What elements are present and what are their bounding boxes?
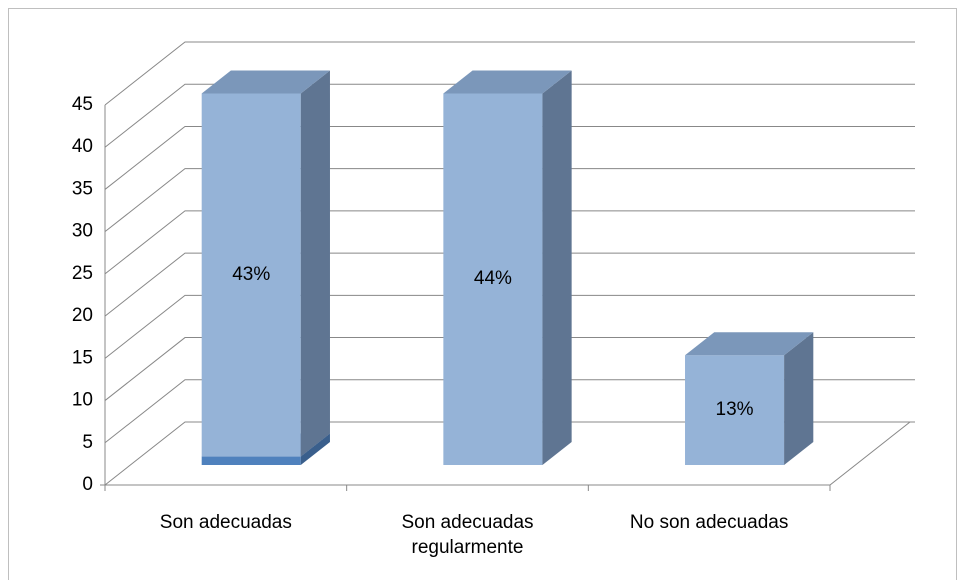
grid-line — [104, 210, 915, 275]
bar-front — [201, 93, 301, 457]
bar-side — [300, 433, 330, 465]
data-label: 44% — [474, 268, 512, 289]
bar — [201, 70, 330, 457]
x-tick-label: Son adecuadas — [159, 512, 292, 533]
data-label: 43% — [232, 264, 270, 285]
grid-line — [104, 294, 915, 359]
grid-line — [104, 252, 915, 317]
y-tick-label: 30 — [72, 221, 93, 242]
grid-line — [104, 421, 915, 486]
bar — [443, 70, 572, 465]
y-tick-label: 20 — [72, 305, 93, 326]
bar-top — [201, 70, 330, 94]
y-tick-label: 10 — [72, 390, 93, 411]
bar-front — [443, 93, 543, 465]
bar-front — [201, 456, 301, 465]
y-tick-label: 40 — [72, 136, 93, 157]
grid-line — [104, 337, 915, 401]
bar-side — [300, 70, 330, 457]
bar — [685, 332, 814, 465]
y-tick-label: 35 — [72, 178, 93, 199]
bar-top — [685, 332, 814, 356]
bar-top — [443, 70, 572, 94]
grid-line — [104, 83, 915, 148]
grid-line — [104, 125, 915, 190]
data-label: 13% — [716, 399, 754, 420]
grid-line — [104, 168, 915, 233]
x-tick-label: Son adecuadas regularmente — [401, 512, 534, 558]
y-tick-label: 45 — [72, 94, 93, 115]
chart-border — [8, 8, 957, 580]
bar-side — [542, 70, 572, 465]
y-tick-label: 0 — [82, 474, 93, 495]
y-tick-label: 25 — [72, 263, 93, 284]
y-tick-label: 5 — [82, 432, 93, 453]
bar-front — [685, 355, 785, 465]
bar-side — [784, 332, 814, 465]
y-tick-label: 15 — [72, 347, 93, 368]
grid-line — [104, 41, 915, 106]
x-tick-label: No son adecuadas — [629, 512, 789, 533]
grid-line — [104, 379, 915, 444]
